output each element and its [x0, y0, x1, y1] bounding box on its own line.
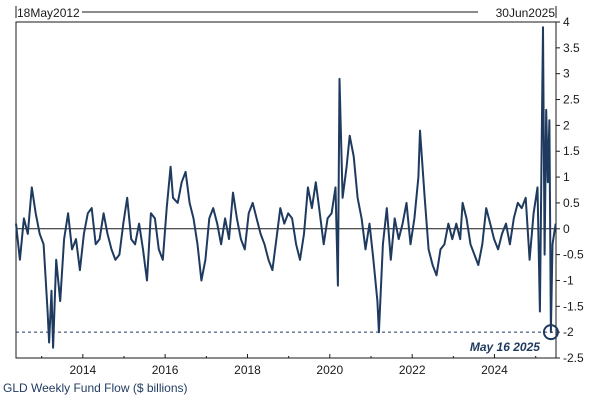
- x-tick-label: 2022: [399, 363, 426, 377]
- x-axis: 2014 2016 2018 2020 2022 2024: [41, 354, 537, 377]
- y-tick-label: 0: [563, 222, 570, 236]
- y-tick-label: 2.5: [563, 93, 580, 107]
- date-range-scale: [15, 6, 557, 18]
- y-axis: 4 3.5 3 2.5 2 1.5 1 0.5 0 -0.5 -1 -1.5 -2 -2.5: [556, 15, 584, 365]
- y-tick-label: 1: [563, 170, 570, 184]
- highlight-marker: [542, 324, 559, 341]
- end-date-label: 30Jun2025: [496, 6, 556, 20]
- y-tick-label: -2: [563, 325, 574, 339]
- plot-frame: [15, 21, 557, 359]
- y-tick-label: 1.5: [563, 144, 580, 158]
- x-tick-label: 2014: [69, 363, 96, 377]
- series-line: [15, 26, 557, 349]
- y-tick-label: -0.5: [563, 248, 584, 262]
- y-tick-label: -1.5: [563, 299, 584, 313]
- start-date-label: 18May2012: [17, 6, 80, 20]
- highlight-label: May 16 2025: [470, 340, 540, 354]
- y-tick-label: -1: [563, 273, 574, 287]
- y-tick-label: 3: [563, 67, 570, 81]
- x-tick-label: 2020: [316, 363, 343, 377]
- x-tick-label: 2024: [481, 363, 508, 377]
- y-tick-label: 4: [563, 15, 570, 29]
- x-tick-label: 2018: [234, 363, 261, 377]
- y-tick-label: 2: [563, 118, 570, 132]
- y-tick-label: -2.5: [563, 351, 584, 365]
- y-tick-label: 0.5: [563, 196, 580, 210]
- y-tick-label: 3.5: [563, 41, 580, 55]
- x-tick-label: 2016: [152, 363, 179, 377]
- chart-caption: GLD Weekly Fund Flow ($ billions): [3, 381, 188, 395]
